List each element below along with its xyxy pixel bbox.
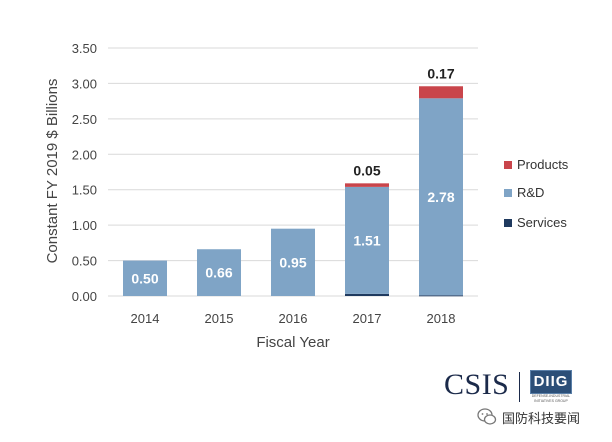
legend-label: Services bbox=[517, 215, 567, 230]
bar-value-label: 0.66 bbox=[205, 265, 232, 281]
bar-value-label: 0.50 bbox=[131, 270, 158, 286]
top-value-label: 0.17 bbox=[427, 65, 454, 81]
watermark-text: 国防科技要闻 bbox=[502, 410, 581, 426]
y-tick-label: 2.50 bbox=[72, 112, 97, 127]
y-axis-ticks: 0.00 0.50 1.00 1.50 2.00 2.50 3.00 3.50 bbox=[72, 41, 97, 304]
bar-value-label: 2.78 bbox=[427, 189, 454, 205]
wechat-icon bbox=[477, 408, 497, 425]
bar-rd-2017 bbox=[345, 186, 389, 294]
legend-swatch-services bbox=[504, 219, 512, 227]
bar-products-2018 bbox=[419, 86, 463, 99]
bar-rd-2016 bbox=[271, 228, 315, 296]
bars bbox=[123, 86, 463, 297]
logo-divider bbox=[519, 372, 520, 402]
diig-logo-text: DIIG bbox=[530, 370, 572, 394]
bar-rd-2018 bbox=[419, 98, 463, 296]
legend-swatch-products bbox=[504, 161, 512, 169]
diig-logo-subtitle: DEFENSE-INDUSTRIAL INITIATIVES GROUP bbox=[531, 394, 571, 403]
watermark: 国防科技要闻 bbox=[477, 406, 580, 428]
legend: Products R&D Services bbox=[504, 157, 569, 230]
gridlines bbox=[108, 47, 478, 297]
top-value-label: 0.05 bbox=[353, 162, 380, 178]
x-axis-ticks: 2014 2015 2016 2017 2018 bbox=[131, 311, 456, 326]
diig-logo: DIIG DEFENSE-INDUSTRIAL INITIATIVES GROU… bbox=[530, 370, 572, 404]
y-axis-label: Constant FY 2019 $ Billions bbox=[44, 79, 61, 264]
y-tick-label: 0.00 bbox=[72, 289, 97, 304]
y-tick-label: 3.50 bbox=[72, 41, 97, 56]
x-tick-label: 2016 bbox=[279, 311, 308, 326]
bar-services-2018 bbox=[419, 295, 463, 297]
bar-services-2017 bbox=[345, 293, 389, 296]
x-tick-label: 2015 bbox=[205, 311, 234, 326]
y-tick-label: 3.00 bbox=[72, 76, 97, 91]
bar-value-label: 0.95 bbox=[279, 254, 306, 270]
y-tick-label: 1.00 bbox=[72, 218, 97, 233]
y-tick-label: 1.50 bbox=[72, 183, 97, 198]
legend-label: R&D bbox=[517, 185, 544, 200]
bar-value-label: 1.51 bbox=[353, 232, 380, 248]
x-tick-label: 2014 bbox=[131, 311, 160, 326]
csis-logo: CSIS bbox=[444, 368, 510, 401]
y-tick-label: 2.00 bbox=[72, 147, 97, 162]
x-tick-label: 2018 bbox=[427, 311, 456, 326]
bar-rd-2015 bbox=[197, 249, 241, 296]
legend-label: Products bbox=[517, 157, 569, 172]
bar-labels: 0.50 0.66 0.95 1.51 2.78 bbox=[131, 189, 454, 286]
top-labels: 0.05 0.17 bbox=[353, 65, 454, 178]
x-tick-label: 2017 bbox=[353, 311, 382, 326]
bar-rd-2014 bbox=[123, 260, 167, 296]
bar-products-2017 bbox=[345, 183, 389, 187]
y-tick-label: 0.50 bbox=[72, 254, 97, 269]
x-axis-label: Fiscal Year bbox=[256, 334, 329, 351]
legend-swatch-rd bbox=[504, 189, 512, 197]
